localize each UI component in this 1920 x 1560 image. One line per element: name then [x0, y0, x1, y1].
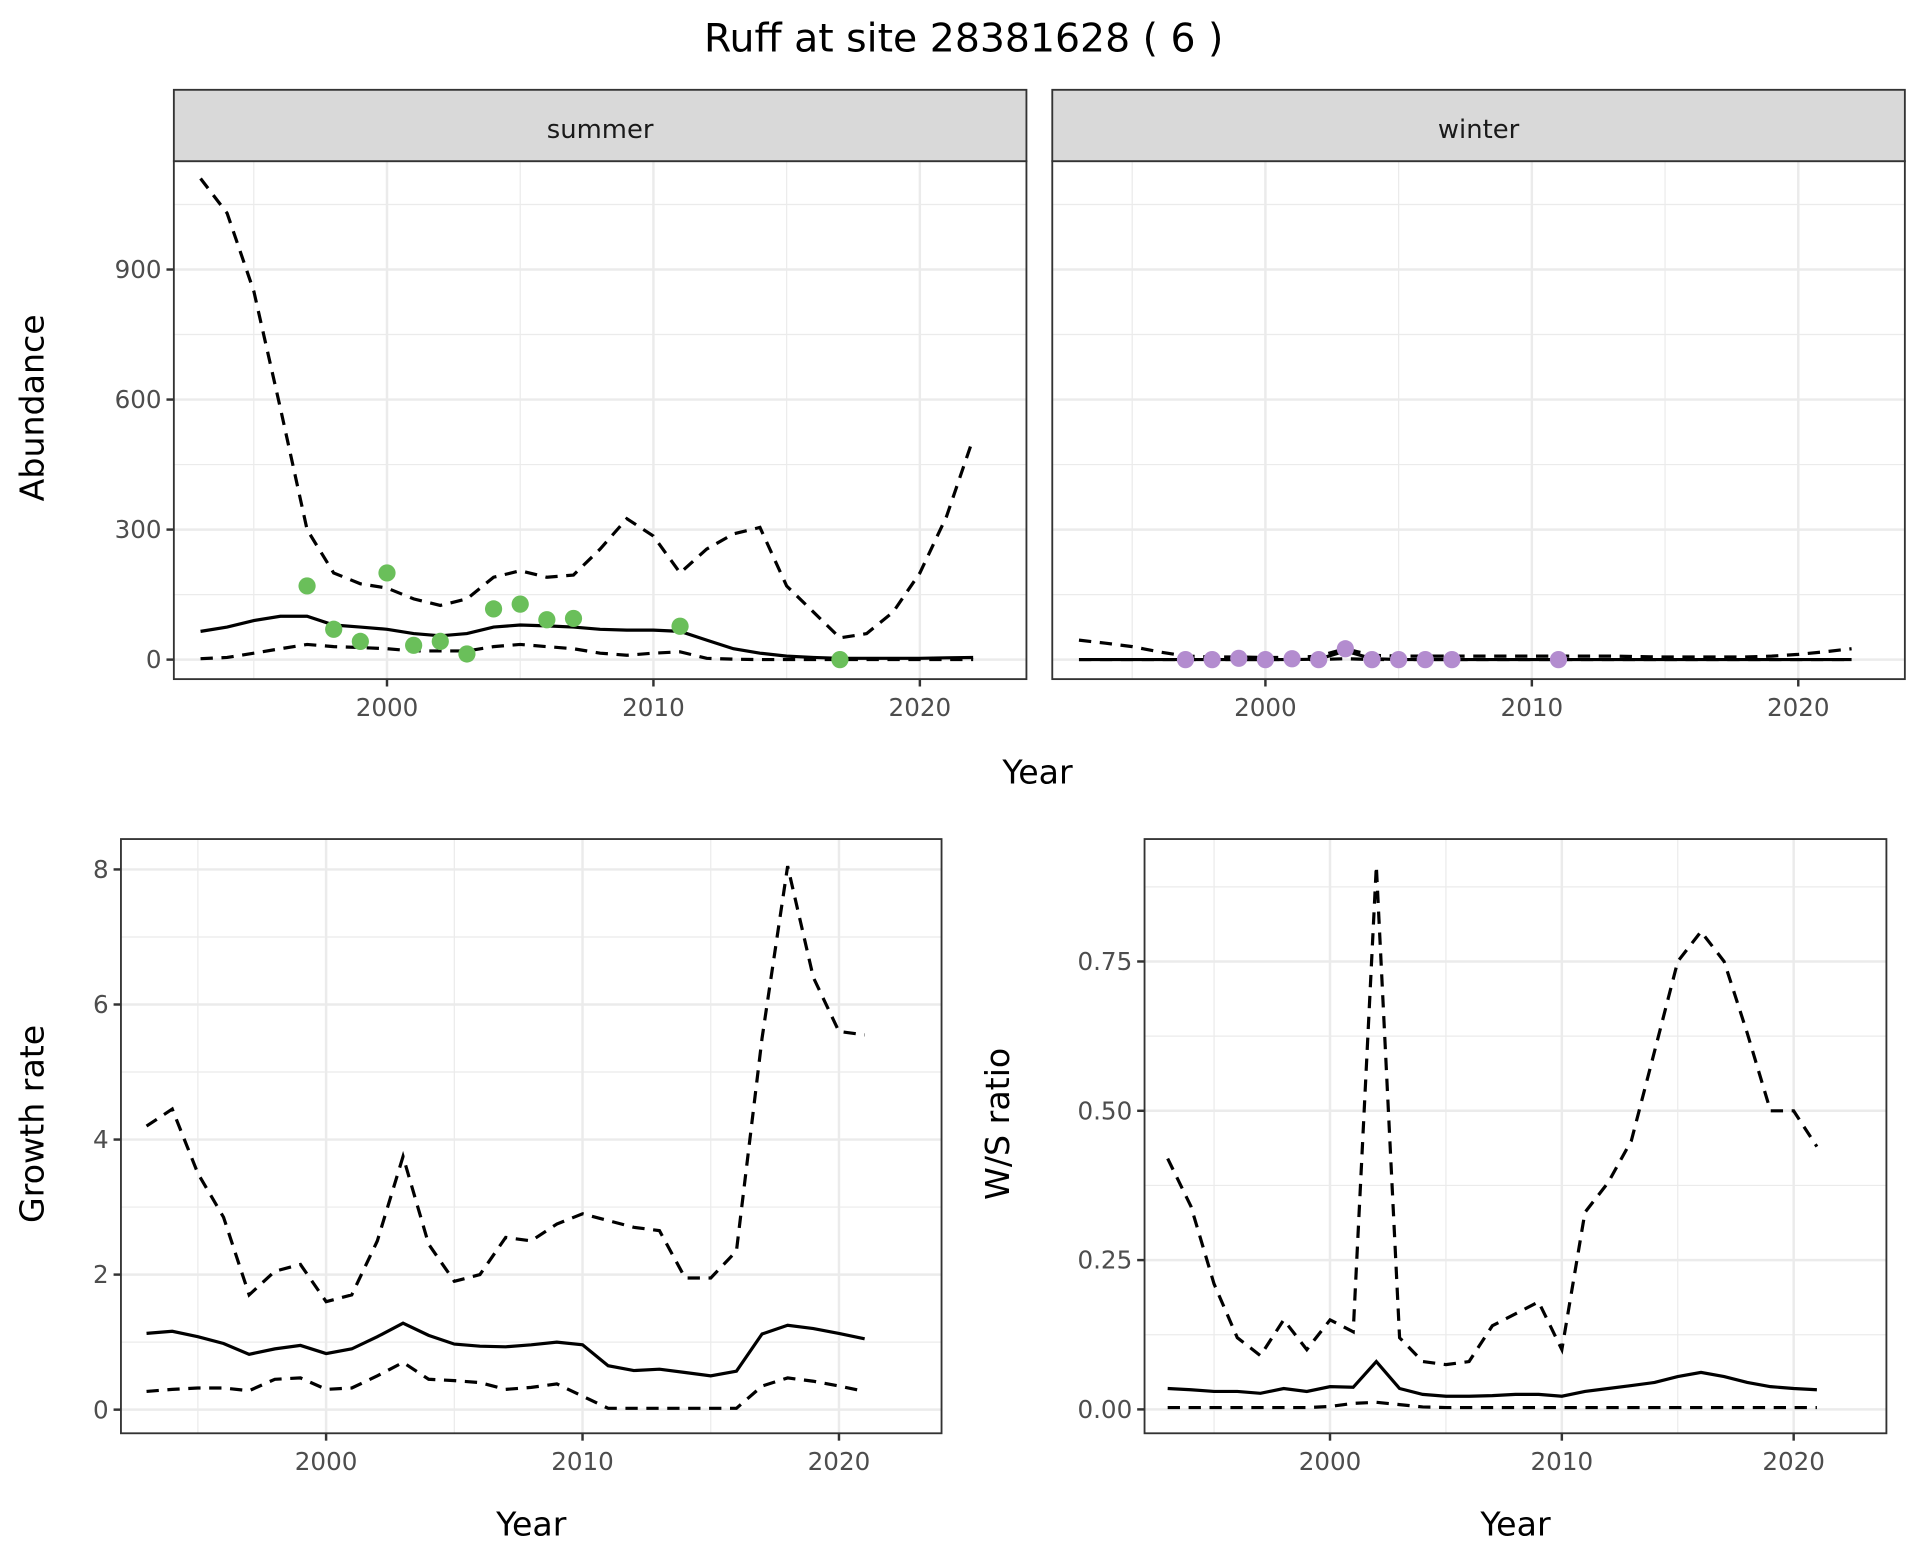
panel-winter: winter 2000 2010 2020 [1051, 88, 1906, 722]
facet-strip [1051, 88, 1906, 163]
series-lower-line [1167, 1400, 1817, 1410]
x-tick-label: 2020 [889, 693, 952, 722]
panel-border [1051, 160, 1906, 681]
data-point [1443, 651, 1461, 669]
x-tick-label: 2000 [1234, 693, 1297, 722]
y-tick-label: 600 [115, 385, 162, 414]
series-lower-line [1078, 657, 1852, 662]
y-axis-title: W/S ratio [978, 1048, 1017, 1200]
data-point [431, 632, 449, 651]
x-tick-label: 2020 [1767, 693, 1830, 722]
chart-title: Ruff at site 28381628 ( 6 ) [704, 16, 1223, 62]
facet-label-winter: winter [1438, 115, 1520, 145]
data-point [1176, 651, 1195, 669]
data-point [405, 636, 423, 654]
series-lower-line [146, 1360, 865, 1410]
y-tick-label: 6 [93, 990, 109, 1019]
data-point [1390, 651, 1408, 669]
y-tick-label: 0 [93, 1395, 109, 1424]
x-tick-label: 2010 [622, 693, 685, 722]
series-mean-line [1167, 1359, 1817, 1398]
facet-label-summer: summer [547, 115, 654, 145]
data-point [1283, 650, 1301, 668]
y-tick-label: 4 [93, 1125, 109, 1154]
data-point [1416, 651, 1434, 669]
series-upper-line [199, 177, 975, 640]
data-point [1336, 640, 1354, 658]
series-mean-line [146, 1321, 865, 1378]
series-lower-line [200, 642, 974, 662]
y-axis-title: Abundance [12, 314, 51, 501]
data-point [564, 609, 583, 628]
x-tick-label: 2010 [551, 1447, 614, 1476]
data-point [378, 564, 396, 582]
panel-summer: summer 2000 2010 2020 0 300 600 900 Abundance [12, 88, 1028, 722]
data-point [1310, 651, 1328, 669]
x-tick-label: 2000 [295, 1447, 358, 1476]
y-tick-label: 8 [93, 855, 109, 884]
y-tick-label: 0 [146, 645, 162, 674]
panel-border [120, 838, 943, 1435]
data-point [1203, 651, 1221, 669]
panel-w-s-ratio: 2000 2010 2020 0.00 0.25 0.50 0.75 Year W/S rati… [978, 838, 1888, 1543]
x-tick-label: 2020 [808, 1447, 871, 1476]
data-point [351, 632, 369, 651]
data-point [1363, 651, 1381, 669]
data-point [484, 600, 503, 618]
y-axis-title: Growth rate [12, 1025, 51, 1223]
y-tick-label: 300 [115, 515, 162, 544]
y-tick-label: 0.50 [1077, 1096, 1132, 1125]
facet-strip [172, 88, 1028, 163]
data-point [511, 595, 529, 613]
series-upper-line [1078, 638, 1852, 660]
y-tick-label: 0.00 [1077, 1395, 1132, 1424]
x-tick-label: 2000 [356, 693, 419, 722]
y-tick-label: 900 [115, 255, 162, 284]
panel-border [1143, 838, 1888, 1435]
series-upper-line [1166, 865, 1819, 1367]
x-axis-title: Year [1479, 1504, 1551, 1543]
x-tick-label: 2010 [1501, 693, 1564, 722]
x-tick-label: 2000 [1299, 1447, 1362, 1476]
panel-growth-rate: 2000 2010 2020 0 2 4 6 8 Year Growth rate [12, 838, 943, 1543]
data-point [538, 611, 556, 629]
x-axis-title: Year [1001, 753, 1073, 792]
data-point [671, 617, 689, 635]
x-axis-title: Year [495, 1504, 567, 1543]
data-point [1549, 651, 1568, 669]
x-tick-label: 2010 [1531, 1447, 1594, 1476]
series-upper-line [145, 865, 865, 1304]
data-point [1256, 651, 1275, 669]
data-point [1230, 649, 1248, 667]
y-tick-label: 0.25 [1077, 1246, 1132, 1275]
data-point [298, 577, 316, 595]
y-tick-label: 2 [93, 1260, 109, 1289]
x-tick-label: 2020 [1762, 1447, 1825, 1476]
y-tick-label: 0.75 [1077, 947, 1132, 976]
data-point [325, 620, 343, 638]
data-point [458, 645, 476, 663]
data-point [831, 651, 849, 669]
